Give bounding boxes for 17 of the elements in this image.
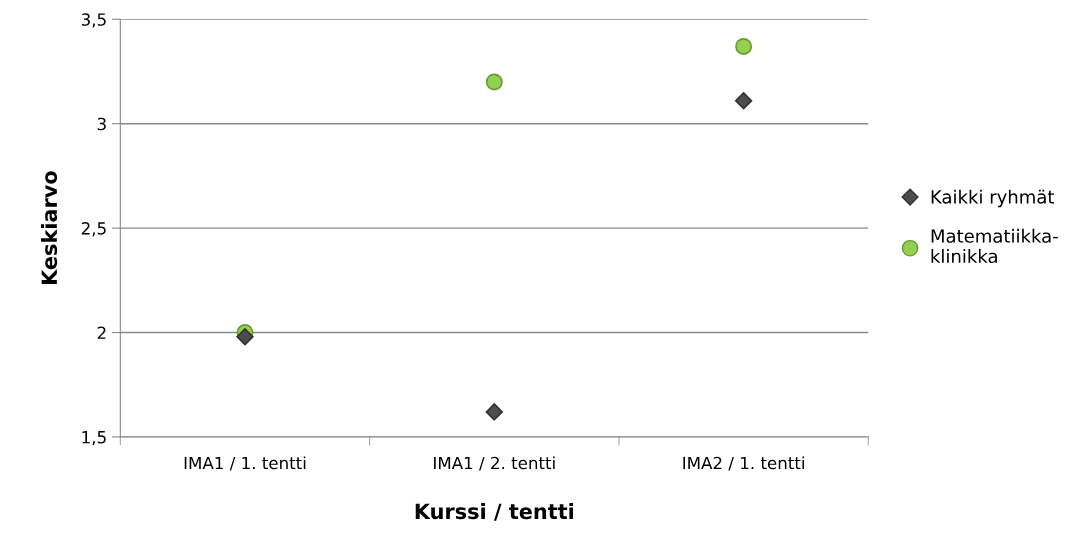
point: [735, 37, 753, 55]
x-axis-title: Kurssi / tentti: [415, 503, 574, 521]
y-tick-label: 3,5: [81, 13, 106, 28]
legend-label: Matematiikka- klinikka: [931, 228, 1058, 264]
x-tick-label: IMA1 / 1. tentti: [184, 456, 306, 471]
point: [485, 403, 503, 421]
x-tick-label: IMA1 / 2. tentti: [434, 456, 555, 471]
y-axis-title: Keskiarvo: [41, 171, 58, 284]
point: [734, 92, 753, 110]
legend-label: Kaikki ryhmät: [931, 189, 1055, 208]
y-tick-label: 2,5: [81, 222, 106, 237]
x-tick-label: IMA2 / 1. tentti: [683, 456, 804, 471]
point: [485, 73, 503, 91]
y-tick-label: 3: [97, 117, 106, 131]
y-tick-label: 2: [97, 326, 106, 339]
y-tick-label: 1,5: [82, 431, 106, 446]
point: [236, 328, 254, 346]
